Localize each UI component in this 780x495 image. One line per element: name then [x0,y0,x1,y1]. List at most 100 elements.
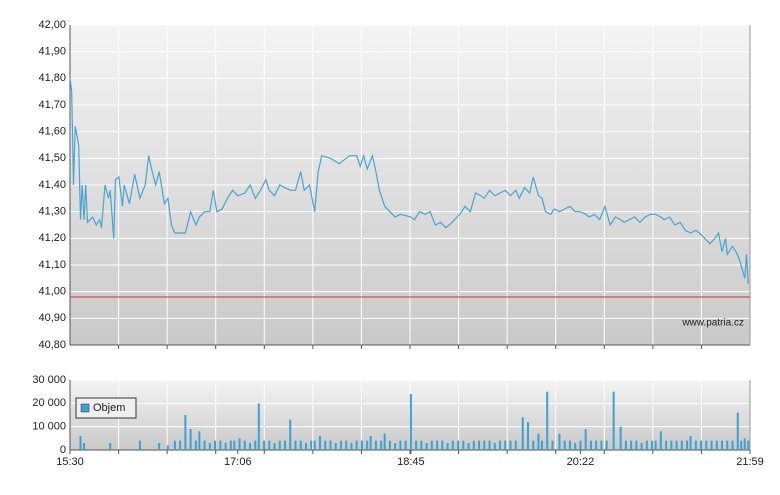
volume-bar [374,440,377,450]
volume-bar [700,440,703,450]
y-tick-label: 40,80 [38,339,66,351]
volume-bar [184,415,187,450]
volume-bar [404,440,407,450]
volume-bar [158,443,161,450]
x-tick-label: 20:22 [567,456,595,468]
volume-bar [488,440,491,450]
volume-bar [268,440,271,450]
y-tick-label: 10 000 [32,421,66,433]
volume-bar [394,443,397,450]
volume-bar [109,443,112,450]
volume-bar [233,440,236,450]
volume-bar [483,440,486,450]
volume-bar [584,429,587,450]
volume-bar [420,440,423,450]
volume-bar [747,440,750,450]
volume-bar [229,440,232,450]
volume-bar [409,394,412,450]
volume-bar [166,445,169,450]
volume-bar [726,440,729,450]
volume-bar [689,436,692,450]
volume-bar [563,440,566,450]
volume-bar [589,440,592,450]
volume-bar [551,440,554,450]
volume-bar [425,443,428,450]
volume-bar [369,436,372,450]
volume-bar [224,443,227,450]
volume-bar [670,440,673,450]
legend-swatch [80,403,90,413]
volume-bar [350,443,353,450]
volume-bar [278,440,281,450]
volume-bar [383,433,386,450]
legend-box [75,397,137,419]
volume-bar [273,443,276,450]
volume-bar [514,440,517,450]
volume-bar [612,391,615,450]
volume-bar [546,391,549,450]
volume-bar [173,440,176,450]
volume-bar [659,431,662,450]
volume-bar [329,440,332,450]
x-tick-label: 15:30 [56,456,84,468]
volume-bar [462,440,465,450]
volume-bar [388,440,391,450]
volume-bar [705,440,708,450]
volume-bar [238,438,241,450]
volume-bar [324,440,327,450]
volume-bar [721,440,724,450]
volume-bar [380,440,383,450]
y-tick-label: 41,90 [38,46,66,58]
y-tick-label: 41,10 [38,259,66,271]
volume-bar [313,440,316,450]
y-tick-label: 40,90 [38,312,66,324]
volume-bar [472,440,475,450]
volume-bar [79,436,82,450]
volume-bar [249,443,252,450]
y-tick-label: 41,40 [38,179,66,191]
volume-bar [366,440,369,450]
volume-bar [257,403,260,450]
volume-bar [532,440,535,450]
volume-bar [715,440,718,450]
volume-bar [651,440,654,450]
watermark: www.patria.cz [681,318,744,329]
volume-bar [509,440,512,450]
volume-bar [579,440,582,450]
volume-bar [619,426,622,450]
volume-bar [504,440,507,450]
volume-bar [558,433,561,450]
volume-bar [478,440,481,450]
volume-bar [294,440,297,450]
volume-bar [624,440,627,450]
volume-bar [740,440,743,450]
volume-bar [645,440,648,450]
volume-bar [686,440,689,450]
volume-bar [457,440,460,450]
volume-bar [194,440,197,450]
volume-bar [334,443,337,450]
volume-bar [537,433,540,450]
x-tick-label: 21:59 [736,456,764,468]
volume-bar [436,440,439,450]
volume-bar [179,440,182,450]
y-tick-label: 0 [60,444,66,456]
volume-bar [665,440,668,450]
volume-bar [345,440,348,450]
y-tick-label: 41,00 [38,286,66,298]
y-tick-label: 41,30 [38,206,66,218]
volume-bar [203,440,206,450]
volume-bar [339,440,342,450]
volume-bar [521,417,524,450]
y-tick-label: 30 000 [32,374,66,386]
volume-bar [574,443,577,450]
volume-bar [568,440,571,450]
volume-bar [446,443,449,450]
volume-bar [263,440,266,450]
volume-bar [415,440,418,450]
volume-bar [198,431,201,450]
volume-bar [189,429,192,450]
volume-bar [654,440,657,450]
volume-bar [360,440,363,450]
